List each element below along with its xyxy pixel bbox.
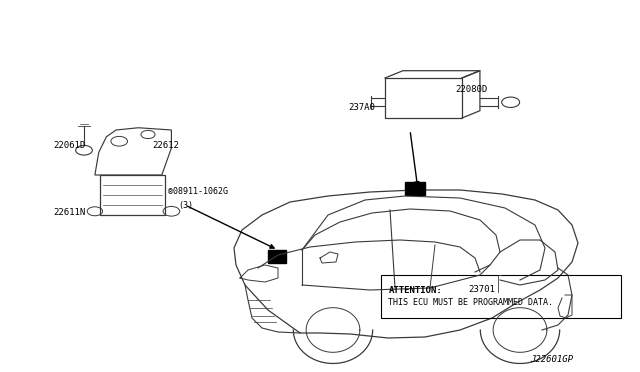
Text: J22601GP: J22601GP: [530, 355, 573, 364]
Text: 237A0: 237A0: [348, 103, 375, 112]
Text: 23701: 23701: [468, 285, 495, 294]
Text: ®08911-1062G: ®08911-1062G: [168, 187, 228, 196]
Bar: [385, 78, 462, 118]
Text: 22080D: 22080D: [455, 85, 487, 94]
Text: (3): (3): [178, 201, 193, 210]
Bar: [268, 250, 286, 263]
Text: ATTENTION:: ATTENTION:: [388, 286, 442, 295]
Bar: [100, 175, 165, 215]
Bar: [405, 182, 424, 195]
Text: 22612: 22612: [152, 141, 179, 150]
Text: 22061D: 22061D: [53, 141, 85, 150]
Text: 22611N: 22611N: [53, 208, 85, 217]
Text: THIS ECU MUST BE PROGRAMMED DATA.: THIS ECU MUST BE PROGRAMMED DATA.: [388, 298, 554, 307]
Bar: [381, 275, 621, 318]
